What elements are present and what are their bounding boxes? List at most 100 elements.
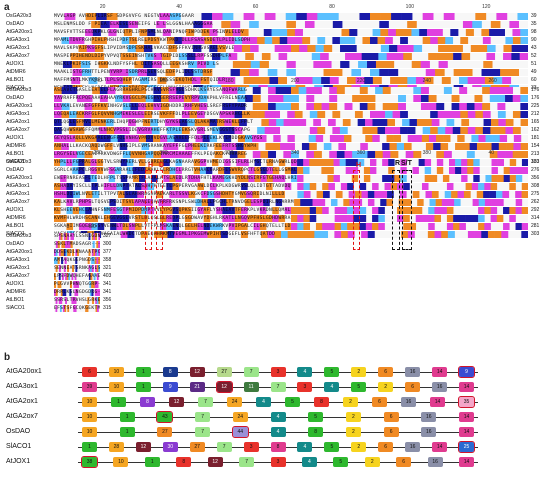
sequence-end-number: 314 — [531, 215, 540, 221]
sequence-end-number: 176 — [531, 87, 540, 93]
motif-box: 24 — [227, 397, 242, 407]
sequence-end-number: 49 — [531, 69, 537, 75]
gene-name: AtGA3ox1 — [6, 383, 38, 390]
sequence-text: LLVKALEVANEFGFFKVINHGVSLELLEQLEHVVIGDHDD… — [54, 103, 248, 109]
motif-highlight-box — [156, 170, 163, 250]
ruler-tick: 320 — [225, 150, 234, 156]
motif-box: 6 — [82, 367, 97, 377]
gene-name: SlACO1 — [6, 443, 32, 450]
sequence-name: OsDAO — [6, 241, 24, 247]
motif-label: H — [356, 162, 362, 169]
sequence-text: YHPLLLFGPRALGLGGTVLSRWYAERLVLLGRREHGLKAG… — [54, 159, 298, 165]
motif-box: 25 — [458, 441, 475, 453]
sequence-residues: DRRLKSLNGDGDRG----- ZTANNCW — [54, 288, 100, 296]
sequence-name: AtLBO1 — [6, 297, 25, 303]
alignment-row: AtGA2ox1 MAVLSKPVAIPKSGFSLIPVIDMSDPESKHAL… — [0, 44, 550, 52]
sequence-name: OsGA20x3 — [6, 13, 32, 19]
sequence-name: AtGA3ox1 — [6, 257, 30, 263]
motif-box: 2 — [351, 367, 367, 377]
ruler-tick: 360 — [356, 150, 366, 156]
sequence-end-number: 60 — [531, 77, 537, 83]
gene-motif-row: AtGA2ox7 10 1 43 7 24 4 5 2 6 16 14 — [0, 410, 550, 424]
motif-box: 4 — [324, 382, 340, 392]
sequence-residues: GEYQSLAQLLVKGAAEEWGFFQLVNHGVPNDVVDGVLASA… — [54, 134, 528, 142]
sequence-name: AtGA20ox1 — [6, 29, 33, 35]
motif-highlight-box — [402, 170, 412, 250]
motif-box: 4 — [256, 397, 271, 407]
gene-name: AtJOX1 — [6, 458, 31, 465]
ruler-tick: 260 — [488, 78, 497, 84]
sequence-name: OsDAO — [6, 21, 24, 27]
alignment-row: AtJOX1 MNEKLPKIFSIS IHGKKLNDFYSFHL DITSAS… — [0, 60, 550, 68]
sequence-text: YAVRAFFRCPQEAAAEAHAAYRKVGGCLPWEGHVGERRSE… — [54, 95, 248, 101]
sequence-name: AtGA20ox1 — [6, 249, 33, 255]
sequence-residues: MNEKLPKIFSIS IHGKKLNDFYSFHL DITSASQLLEEG… — [54, 60, 528, 68]
ruler-tick: 120 — [482, 4, 491, 10]
alignment-row: AtGA20ox1 MAVSFVTTSEEEDKPKLGLGNIQTPLIFNPS… — [0, 28, 550, 36]
ruler-tick: 40 — [488, 150, 495, 156]
ruler-tick: 0 — [66, 224, 70, 230]
sequence-residues: QASQHWSAWGFFQMMLNHCVPSSLIDEVGRVAHEFFKTPL… — [54, 126, 528, 134]
sequence-name: AtGA20ox1 — [6, 103, 33, 109]
conserved-motif-markers: H D H R S/T — [145, 160, 412, 250]
sequence-end-number: 213 — [531, 151, 540, 157]
gene-name: OsDAO — [6, 428, 31, 435]
sequence-end-number: 276 — [531, 167, 540, 173]
alignment-row: AtGA20ox1 DDSEKDLKNAAATPC----- LGHVPLT377 — [0, 248, 550, 256]
ruler-tick: 180 — [225, 78, 234, 84]
sequence-name: AtGA2ox1 — [6, 119, 30, 125]
sequence-text: LQEQALEACKRFGLFQVVNHGMEKESLELEIRSEVKFFFD… — [54, 111, 251, 117]
sequence-text: QTLQGLESFMVLLMENKERLIHQPQGWPFNERTDHYGYKS… — [54, 119, 254, 125]
sequence-name: SlACO1 — [6, 231, 25, 237]
sequence-name: AtDMR6 — [6, 143, 26, 149]
motif-highlight-box — [145, 170, 152, 250]
sequence-residues: MAFFMSNTLMKYKPFLTLPLSQHEPTAGAMIRS DKESSE… — [54, 76, 528, 84]
sequence-text: KLSHEEVEHCLAHNFSNMFESGTPMIDPDRPTVVLYPGVS… — [54, 207, 291, 213]
sequence-text: EWEFRNREASFLTEDLHFPLTSSPAMRTFLAHALATSLAE… — [54, 175, 298, 181]
alignment-row: AtGA20ox1 LLVKALEVANEFGFFKVINHGVSLELLEQLE… — [0, 102, 550, 110]
sequence-text: AMTAQKGEPNGDS----- MHKVPEK — [54, 257, 100, 263]
motif-box: 6 — [378, 367, 394, 377]
sequence-name: AtGA2ox7 — [6, 127, 30, 133]
motif-highlight-box — [353, 170, 360, 250]
sequence-text: MAVSFVTTSEEEDKPKLGLGNIQTPLIFNPSMLNLQANIP… — [54, 29, 245, 35]
sequence-text: DRRLKSLNGDGDRG----- ZTANNCW — [54, 289, 100, 295]
motif-box: 16 — [432, 382, 448, 392]
sequence-residues: ASLAVCTGASLEEATELFLAGRRAGHRLPSCHRVSVRSFV… — [54, 86, 528, 94]
motif-box: 1 — [119, 412, 135, 422]
motif-box: 28 — [108, 442, 124, 452]
alignment-row: AtLBO1 SGKAAIIMGQESDSSYVENWLTDLSNPLLVTFPL… — [0, 222, 550, 230]
motif-box: 27 — [189, 442, 205, 452]
gene-motif-row: OsDAO 10 1 27 7 44 4 8 2 6 16 14 — [0, 425, 550, 439]
motif-box: 6 — [372, 397, 387, 407]
sequence-text: SPSNAAYLSSNLGDN----- RGASFPK — [54, 233, 100, 239]
motif-box: 6 — [396, 457, 412, 467]
sequence-name: AtLBO1 — [6, 77, 25, 83]
motif-box: 6 — [378, 442, 394, 452]
sequence-residues: SPSNAAYLSSNLGDN----- RGASFPK — [54, 232, 100, 240]
alignment-row: AtDMR6 ANHALLLKACKQAQDWGFFLVNHGIPLEVMSRAN… — [0, 142, 550, 150]
sequence-name: AtJOX1 — [6, 281, 24, 287]
sequence-end-number: 315 — [103, 305, 112, 311]
sequence-residues: MAVLSKPVAIPKSGFSLIPVIDMSDPESKHALVKACEDFG… — [54, 44, 528, 52]
sequence-text: SGRLCAAAPCLRGGVVWFSGARAALLFEDIAAKLGLRDHC… — [54, 167, 298, 173]
sequence-name: SlACO1 — [6, 305, 25, 311]
motif-box: 9 — [162, 382, 178, 392]
sequence-text: MAVLSKPVAIPKSGFSLIPVIDMSDPESKHALVKACEDFG… — [54, 45, 235, 51]
sequence-name: OsGA20x3 — [6, 233, 32, 239]
sequence-text: GEYQSLAQLLVKGAAEEWGFFQLVNHGVPNDVVDGVLASA… — [54, 135, 263, 141]
alignment-row: AtGA3ox1 AMTAQKGEPNGDS----- MHKVPEK358 — [0, 256, 550, 264]
motif-box: 10 — [82, 397, 97, 407]
motif-box: 7 — [195, 412, 211, 422]
sequence-name: AtDMR6 — [6, 289, 26, 295]
motif-box: 14 — [459, 382, 474, 392]
motif-box: 5 — [351, 382, 367, 392]
sequence-text: SSRSLTRVHSLGRKE----- CPERIEEP — [54, 297, 100, 303]
sequence-residues: SGKAAIIMGQESDSSYVENWLTDLSNPLLVTFPLMSKAEN… — [54, 222, 528, 230]
sequence-end-number: 275 — [531, 191, 540, 197]
ruler-tick: 200 — [291, 78, 300, 84]
sequence-end-number: 212 — [531, 111, 540, 117]
sequence-name: AtGA3ox1 — [6, 183, 30, 189]
motif-box: 21 — [189, 382, 205, 392]
sequence-residues: YAVRAFFRCPQEAAAEAHAAYRKVGGCLPWEGHVGERRSE… — [54, 94, 528, 102]
